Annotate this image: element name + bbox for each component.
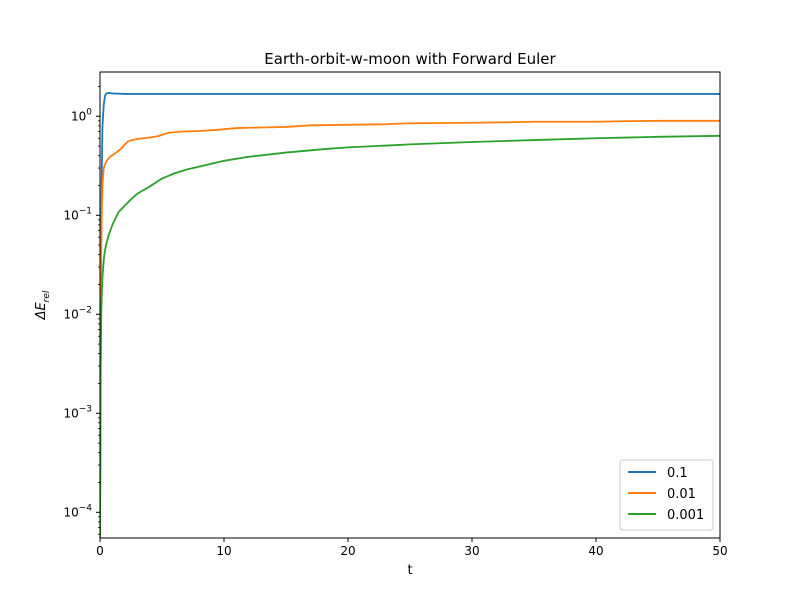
- y-tick-label-3: 10−1: [63, 206, 92, 222]
- y-axis-label-sub: rel: [42, 290, 52, 302]
- x-axis-label: t: [407, 563, 412, 578]
- series-line-1: [100, 119, 720, 538]
- legend-label-2: 0.001: [667, 508, 704, 523]
- x-tick-label-4: 40: [588, 544, 603, 558]
- series-line-2: [100, 134, 720, 538]
- y-tick-label-2: 10−2: [63, 305, 92, 321]
- x-axis-ticks: 0 10 20 30 40 50: [96, 538, 728, 558]
- plot-frame: [99, 71, 721, 539]
- legend-box: [619, 459, 714, 531]
- legend-label-1: 0.01: [667, 487, 696, 502]
- chart-title: Earth-orbit-w-moon with Forward Euler: [264, 50, 556, 68]
- series-group: [100, 92, 720, 538]
- x-tick-label-2: 20: [340, 544, 355, 558]
- y-axis-label: ΔErel: [34, 290, 52, 320]
- y-tick-label-0: 10−4: [63, 503, 92, 519]
- x-tick-label-0: 0: [96, 544, 104, 558]
- y-axis-ticks: 10−4 10−3 10−2 10−1 100: [63, 107, 100, 519]
- legend-label-0: 0.1: [667, 466, 688, 481]
- x-tick-label-1: 10: [216, 544, 231, 558]
- x-tick-label-3: 30: [464, 544, 479, 558]
- legend: 0.1 0.01 0.001: [619, 459, 714, 531]
- y-tick-label-4: 100: [71, 107, 92, 123]
- x-tick-label-5: 50: [712, 544, 727, 558]
- y-axis-label-base: ΔE: [34, 302, 49, 321]
- y-tick-label-1: 10−3: [63, 404, 92, 420]
